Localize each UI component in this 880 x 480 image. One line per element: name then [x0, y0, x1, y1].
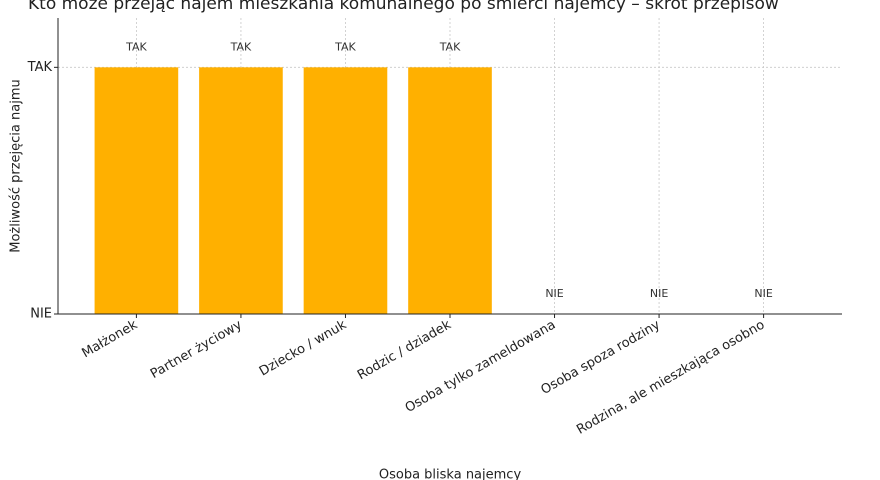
y-axis-label: Możliwość przejęcia najmu — [9, 79, 24, 252]
x-tick-label: Dziecko / wnuk — [257, 317, 350, 379]
value-label: NIE — [754, 287, 772, 300]
x-tick-label: Rodzina, ale mieszkająca osobno — [574, 317, 767, 437]
bar — [303, 67, 388, 314]
value-label: TAK — [439, 40, 461, 53]
x-tick-label: Partner życiowy — [148, 317, 245, 382]
x-axis-label: Osoba bliska najemcy — [379, 468, 522, 480]
value-label: NIE — [545, 287, 563, 300]
bar — [94, 67, 179, 314]
value-label: TAK — [334, 40, 356, 53]
value-label: TAK — [125, 40, 147, 53]
value-label: NIE — [650, 287, 668, 300]
x-tick-label: Małżonek — [79, 317, 140, 361]
chart-title: Kto może przejąć najem mieszkania komuna… — [28, 0, 779, 14]
value-label: TAK — [230, 40, 252, 53]
y-tick-label: TAK — [27, 60, 53, 75]
y-tick-label: NIE — [30, 307, 52, 322]
bar — [199, 67, 283, 314]
x-tick-label: Rodzic / dziadek — [355, 317, 454, 383]
bar — [408, 67, 492, 314]
